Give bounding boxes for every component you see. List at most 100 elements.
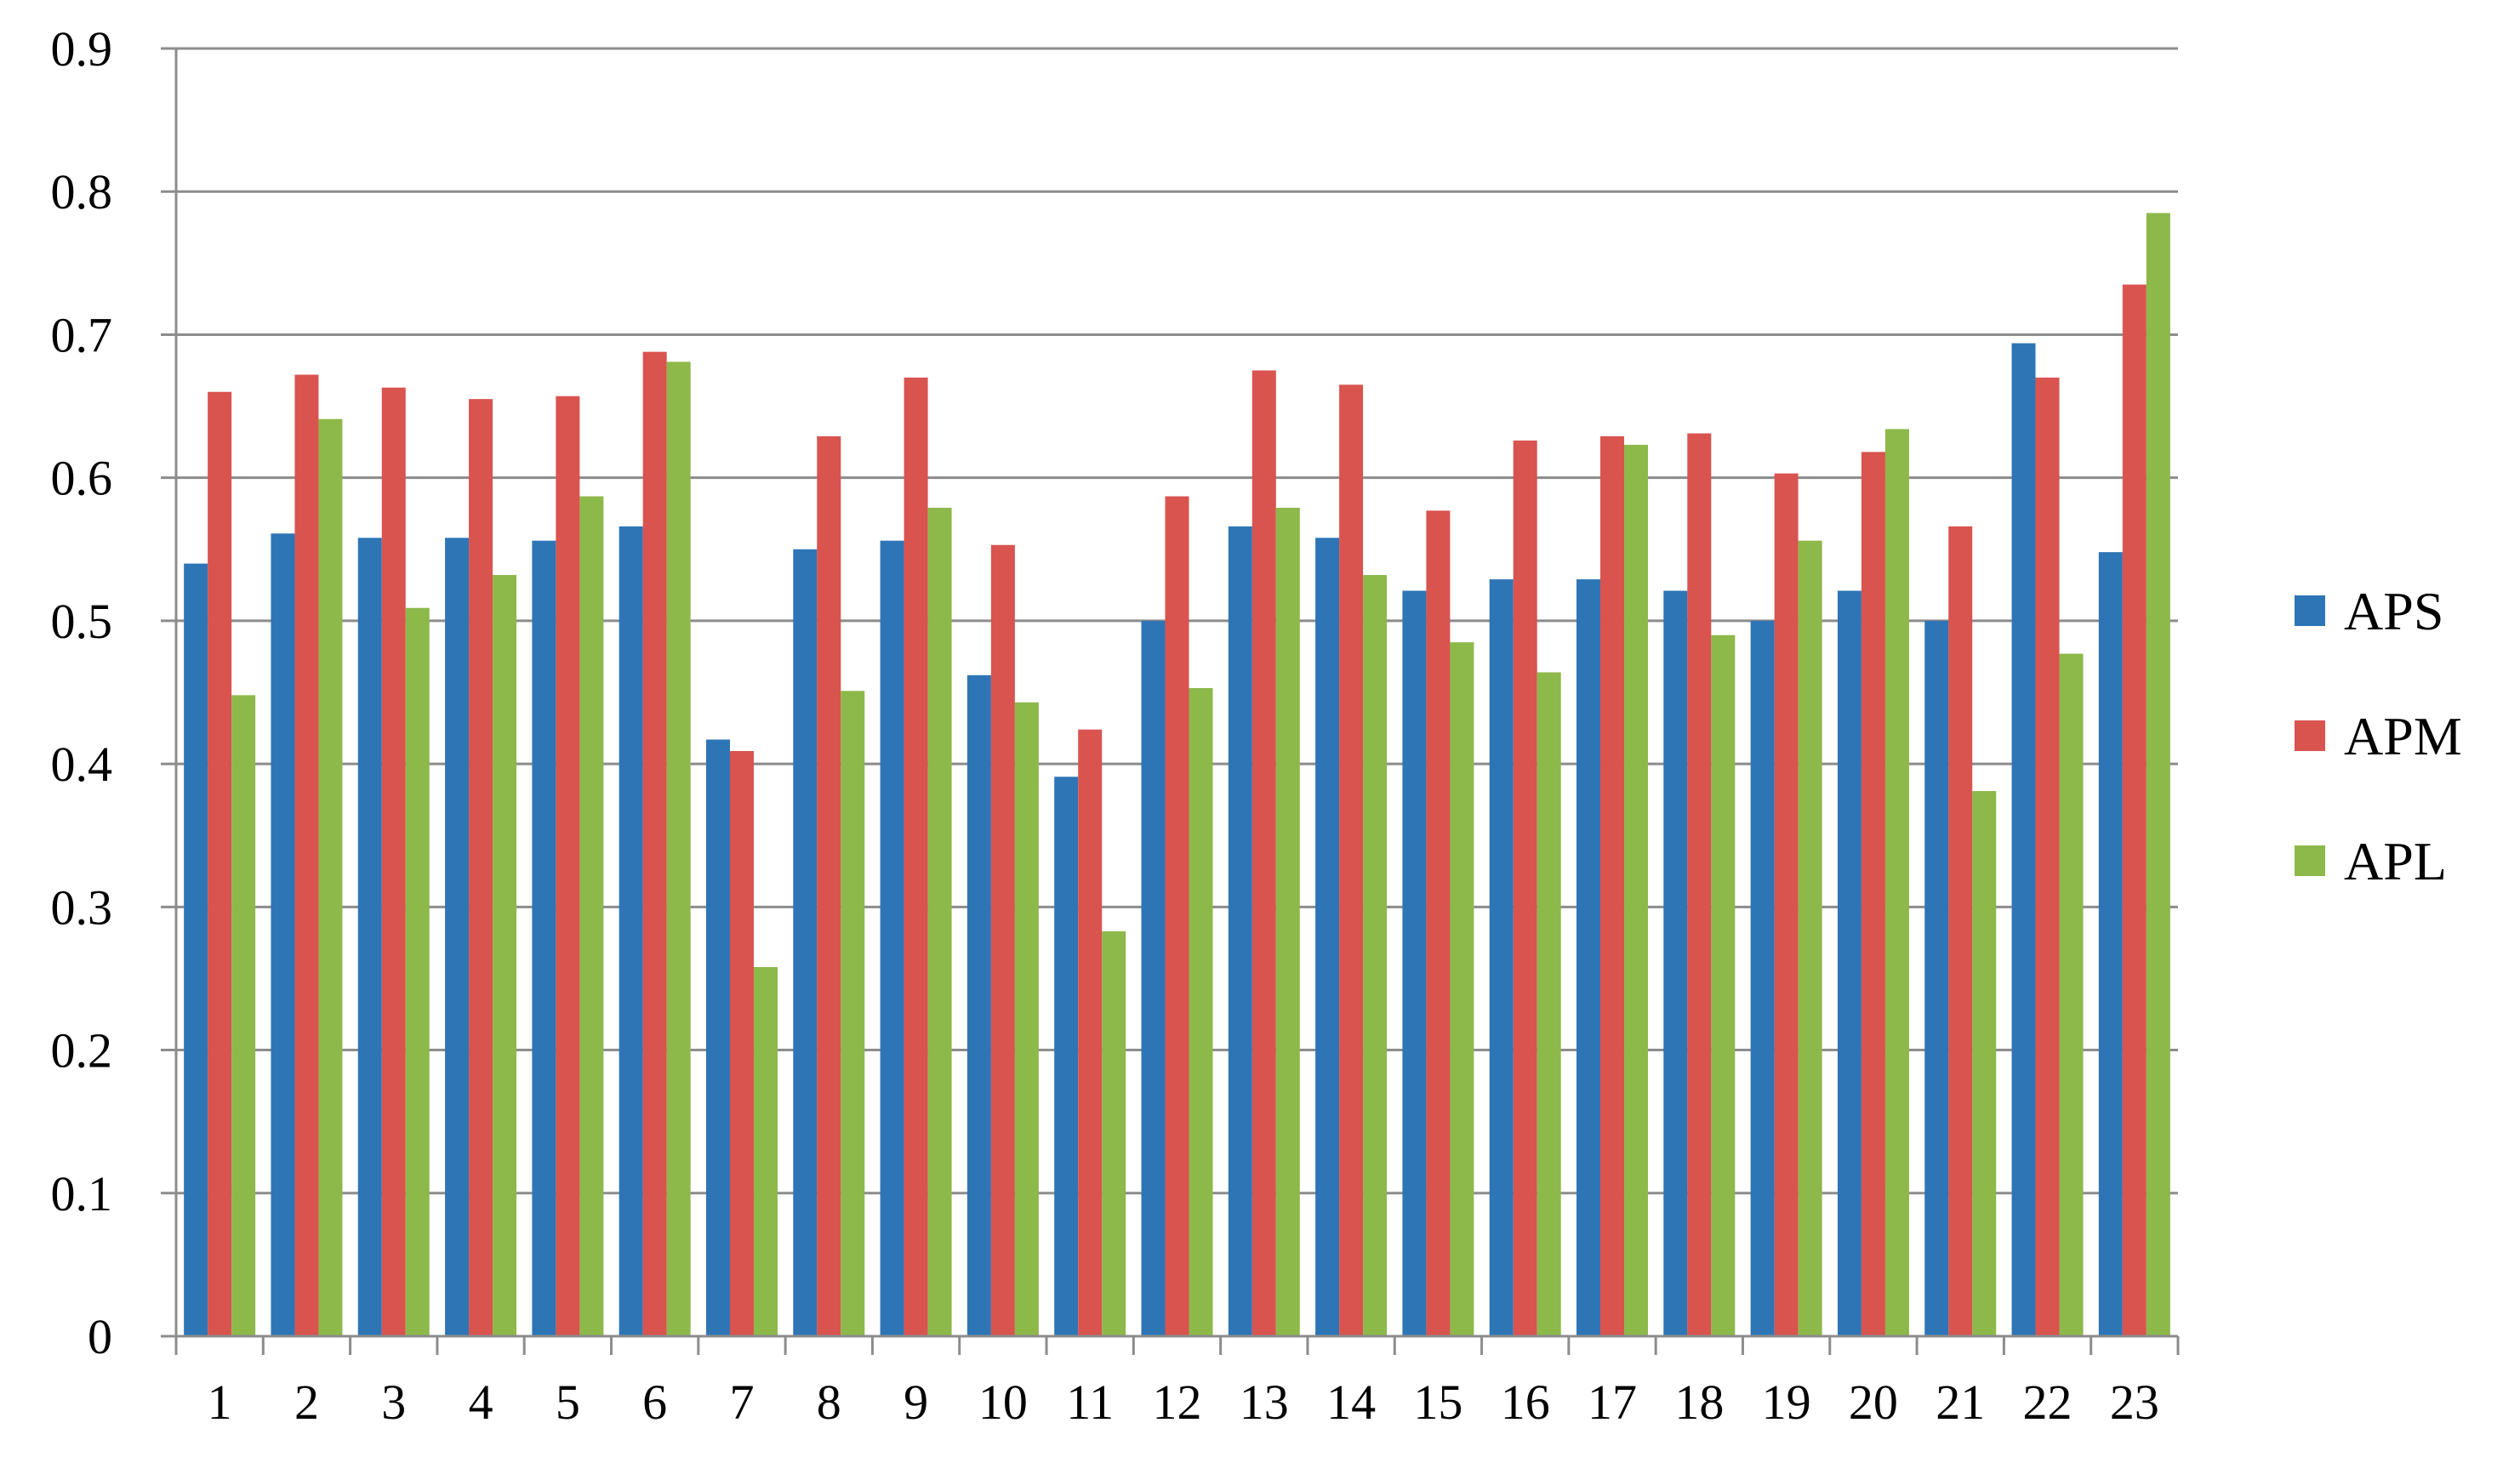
x-tick-label: 15 [1413,1374,1462,1430]
x-tick-label: 9 [904,1374,928,1430]
x-tick-label: 18 [1674,1374,1724,1430]
bar-apm [556,396,580,1336]
bar-apl [405,607,430,1336]
bar-apm [294,374,319,1337]
y-tick-label: 0.1 [51,1166,113,1221]
bar-apm [1948,526,1973,1336]
bar-apl [1189,687,1213,1336]
bar-apm [208,391,232,1336]
y-tick-label: 0.2 [51,1023,113,1078]
y-tick-label: 0.7 [51,307,113,362]
bar-apl [841,691,865,1336]
x-tick-label: 7 [729,1374,754,1430]
bar-aps [793,549,818,1336]
bar-apl [1537,672,1561,1336]
bar-apm [904,377,928,1336]
bar-aps [1750,620,1775,1336]
y-tick-label: 0.6 [51,451,113,506]
bar-apm [990,544,1015,1336]
bar-aps [1837,590,1861,1336]
bar-apl [231,695,256,1336]
bar-apl [666,361,691,1336]
bar-aps [1576,579,1601,1336]
bar-aps [1054,777,1079,1336]
bar-apl [2059,653,2084,1336]
bar-aps [2098,552,2123,1336]
bar-aps [1489,579,1514,1336]
bar-aps [271,533,295,1336]
bar-apl [1972,791,1997,1336]
y-tick-labels: 0 0.1 0.2 0.3 0.4 0.5 0.6 0.7 0.8 0.9 [51,21,113,1364]
legend-swatch-apm [2295,720,2325,751]
bar-apm [1774,473,1799,1336]
bar-apl [927,507,952,1336]
legend-swatch-aps [2295,595,2325,626]
bar-aps [1315,538,1340,1336]
bar-apl [2146,213,2170,1336]
bar-aps [705,739,730,1336]
bar-aps [880,540,904,1336]
bar-aps [1924,620,1949,1336]
y-tick-label: 0 [88,1309,112,1364]
bar-apm [1687,433,1712,1336]
bar-apm [1339,384,1364,1336]
bar-apl [318,418,343,1336]
x-tick-label: 2 [294,1374,319,1430]
bar-apm [1861,452,1885,1336]
legend: APS APM APL [2295,581,2462,891]
legend-label-aps: APS [2344,581,2443,641]
bar-apl [1450,642,1474,1336]
bar-apl [1014,702,1039,1336]
x-tick-label: 13 [1240,1374,1289,1430]
bar-aps [619,526,643,1336]
x-tick-label: 20 [1849,1374,1898,1430]
legend-label-apl: APL [2344,831,2447,891]
y-tick-label: 0.5 [51,594,113,649]
x-tick-labels: 1 2 3 4 5 6 7 8 9 10 11 12 13 14 15 16 17 18 19 20 21 22 23 [208,1374,2159,1430]
bar-apm [1078,729,1103,1336]
y-tick-label: 0.9 [51,21,113,77]
bar-aps [357,538,382,1336]
bar-apl [1798,540,1822,1336]
bar-aps [2011,343,2036,1336]
bar-aps [532,540,556,1336]
bar-apl [579,496,604,1336]
axes [161,47,2180,1355]
x-tick-label: 23 [2110,1374,2159,1430]
x-tick-label: 17 [1588,1374,1637,1430]
y-tick-label: 0.3 [51,879,113,935]
bar-apl [753,966,778,1336]
bar-apm [1251,370,1276,1336]
legend-swatch-apl [2295,845,2325,876]
bar-apm [2035,377,2060,1336]
x-tick-label: 8 [817,1374,841,1430]
bar-apl [1363,575,1388,1336]
x-tick-label: 12 [1153,1374,1202,1430]
x-tick-label: 22 [2023,1374,2072,1430]
bar-apm [1600,435,1625,1336]
bar-apm [469,399,493,1337]
x-tick-label: 14 [1326,1374,1376,1430]
x-tick-label: 11 [1066,1374,1114,1430]
legend-label-apm: APM [2344,706,2462,766]
bars [184,213,2170,1337]
x-tick-label: 10 [978,1374,1028,1430]
bar-aps [184,563,208,1336]
bar-apl [1624,444,1649,1336]
x-tick-label: 6 [642,1374,667,1430]
bar-apm [729,750,754,1336]
bar-apl [1102,930,1126,1336]
bar-apl [1711,635,1736,1336]
bar-apm [642,351,667,1336]
x-tick-label: 3 [381,1374,406,1430]
x-tick-label: 4 [469,1374,493,1430]
bar-aps [1228,526,1252,1336]
x-tick-label: 19 [1762,1374,1811,1430]
x-tick-label: 1 [208,1374,232,1430]
bar-apm [1426,510,1451,1336]
bar-aps [1663,590,1688,1336]
bar-apl [1275,507,1300,1336]
bar-aps [1141,620,1166,1336]
